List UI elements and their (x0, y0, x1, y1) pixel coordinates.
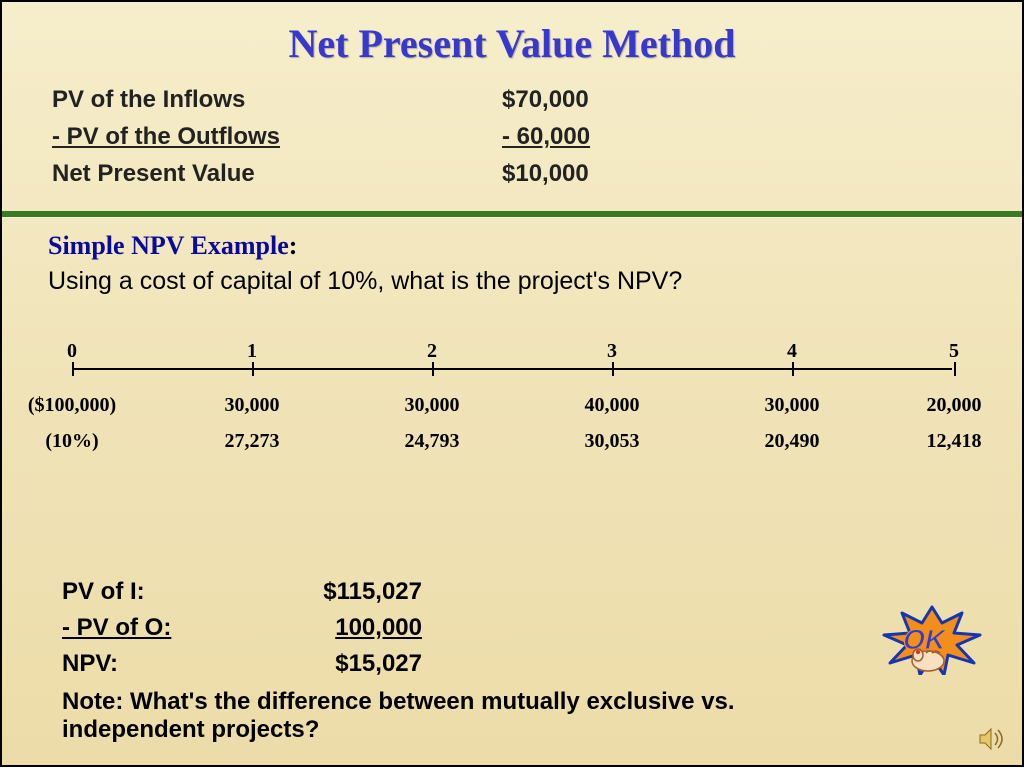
timeline-tick (612, 362, 614, 376)
cashflow-value: 30,000 (405, 394, 460, 417)
result-value: 100,000 (262, 610, 422, 646)
timeline-axis (72, 368, 952, 370)
pv-value: 24,793 (405, 430, 460, 453)
pv-value: 20,490 (765, 430, 820, 453)
example-question: Using a cost of capital of 10%, what is … (48, 267, 972, 296)
pv-value: 27,273 (225, 430, 280, 453)
result-label: PV of I: (62, 574, 262, 610)
timeline-tick (792, 362, 794, 376)
pv-value: (10%) (45, 430, 98, 453)
calc-label: PV of the Inflows (52, 81, 502, 118)
result-value: $115,027 (262, 574, 422, 610)
timeline-period-label: 2 (427, 340, 437, 363)
calc-row: PV of the Inflows $70,000 (52, 81, 972, 118)
timeline-tick (954, 362, 956, 376)
timeline: 012345 (42, 346, 982, 386)
subtitle-colon: : (289, 231, 298, 260)
pv-value: 12,418 (927, 430, 982, 453)
hand-icon (912, 649, 944, 671)
example-subtitle: Simple NPV Example: (48, 231, 1022, 261)
calc-value: $70,000 (502, 81, 652, 118)
cashflow-value: ($100,000) (28, 394, 116, 417)
result-row: NPV: $15,027 (62, 646, 962, 682)
ok-badge-icon: OK (882, 605, 982, 675)
calc-value: - 60,000 (502, 118, 652, 155)
result-label: - PV of O: (62, 610, 262, 646)
calc-label: - PV of the Outflows (52, 118, 502, 155)
timeline-period-label: 5 (949, 340, 959, 363)
timeline-tick (252, 362, 254, 376)
slide-title: Net Present Value Method (2, 20, 1022, 67)
timeline-data-grid: ($100,000)30,00030,00040,00030,00020,000… (42, 394, 982, 464)
result-value: $15,027 (262, 646, 422, 682)
pv-value: 30,053 (585, 430, 640, 453)
footnote: Note: What's the difference between mutu… (62, 688, 862, 744)
result-label: NPV: (62, 646, 262, 682)
timeline-tick (432, 362, 434, 376)
timeline-tick (72, 362, 74, 376)
result-row: - PV of O: 100,000 (62, 610, 962, 646)
calc-label: Net Present Value (52, 155, 502, 192)
timeline-period-label: 4 (787, 340, 797, 363)
timeline-period-label: 3 (607, 340, 617, 363)
subtitle-text: Simple NPV Example (48, 231, 289, 260)
top-calc-block: PV of the Inflows $70,000 - PV of the Ou… (52, 81, 972, 193)
results-block: PV of I: $115,027 - PV of O: 100,000 NPV… (62, 574, 962, 744)
calc-row: Net Present Value $10,000 (52, 155, 972, 192)
calc-row: - PV of the Outflows - 60,000 (52, 118, 972, 155)
cashflow-value: 20,000 (927, 394, 982, 417)
section-divider (2, 211, 1022, 217)
calc-value: $10,000 (502, 155, 652, 192)
timeline-period-label: 1 (247, 340, 257, 363)
result-row: PV of I: $115,027 (62, 574, 962, 610)
cashflow-value: 40,000 (585, 394, 640, 417)
speaker-icon (978, 727, 1006, 751)
cashflow-value: 30,000 (765, 394, 820, 417)
timeline-period-label: 0 (67, 340, 77, 363)
cashflow-value: 30,000 (225, 394, 280, 417)
ok-text: OK (900, 623, 949, 655)
